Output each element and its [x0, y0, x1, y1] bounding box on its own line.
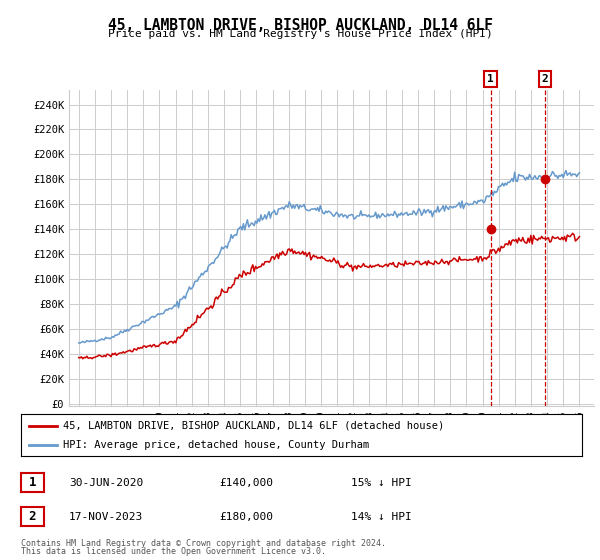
Text: 45, LAMBTON DRIVE, BISHOP AUCKLAND, DL14 6LF: 45, LAMBTON DRIVE, BISHOP AUCKLAND, DL14… [107, 18, 493, 33]
Text: 17-NOV-2023: 17-NOV-2023 [69, 512, 143, 522]
Text: Price paid vs. HM Land Registry's House Price Index (HPI): Price paid vs. HM Land Registry's House … [107, 29, 493, 39]
Text: Contains HM Land Registry data © Crown copyright and database right 2024.: Contains HM Land Registry data © Crown c… [21, 539, 386, 548]
Text: 14% ↓ HPI: 14% ↓ HPI [351, 512, 412, 522]
Text: 2: 2 [542, 74, 548, 84]
Text: £140,000: £140,000 [219, 478, 273, 488]
Text: 45, LAMBTON DRIVE, BISHOP AUCKLAND, DL14 6LF (detached house): 45, LAMBTON DRIVE, BISHOP AUCKLAND, DL14… [63, 421, 445, 431]
Text: 1: 1 [487, 74, 494, 84]
Text: 1: 1 [29, 476, 36, 489]
Text: HPI: Average price, detached house, County Durham: HPI: Average price, detached house, Coun… [63, 440, 370, 450]
Text: £180,000: £180,000 [219, 512, 273, 522]
Text: This data is licensed under the Open Government Licence v3.0.: This data is licensed under the Open Gov… [21, 547, 326, 556]
Text: 2: 2 [29, 510, 36, 524]
Text: 15% ↓ HPI: 15% ↓ HPI [351, 478, 412, 488]
Text: 30-JUN-2020: 30-JUN-2020 [69, 478, 143, 488]
